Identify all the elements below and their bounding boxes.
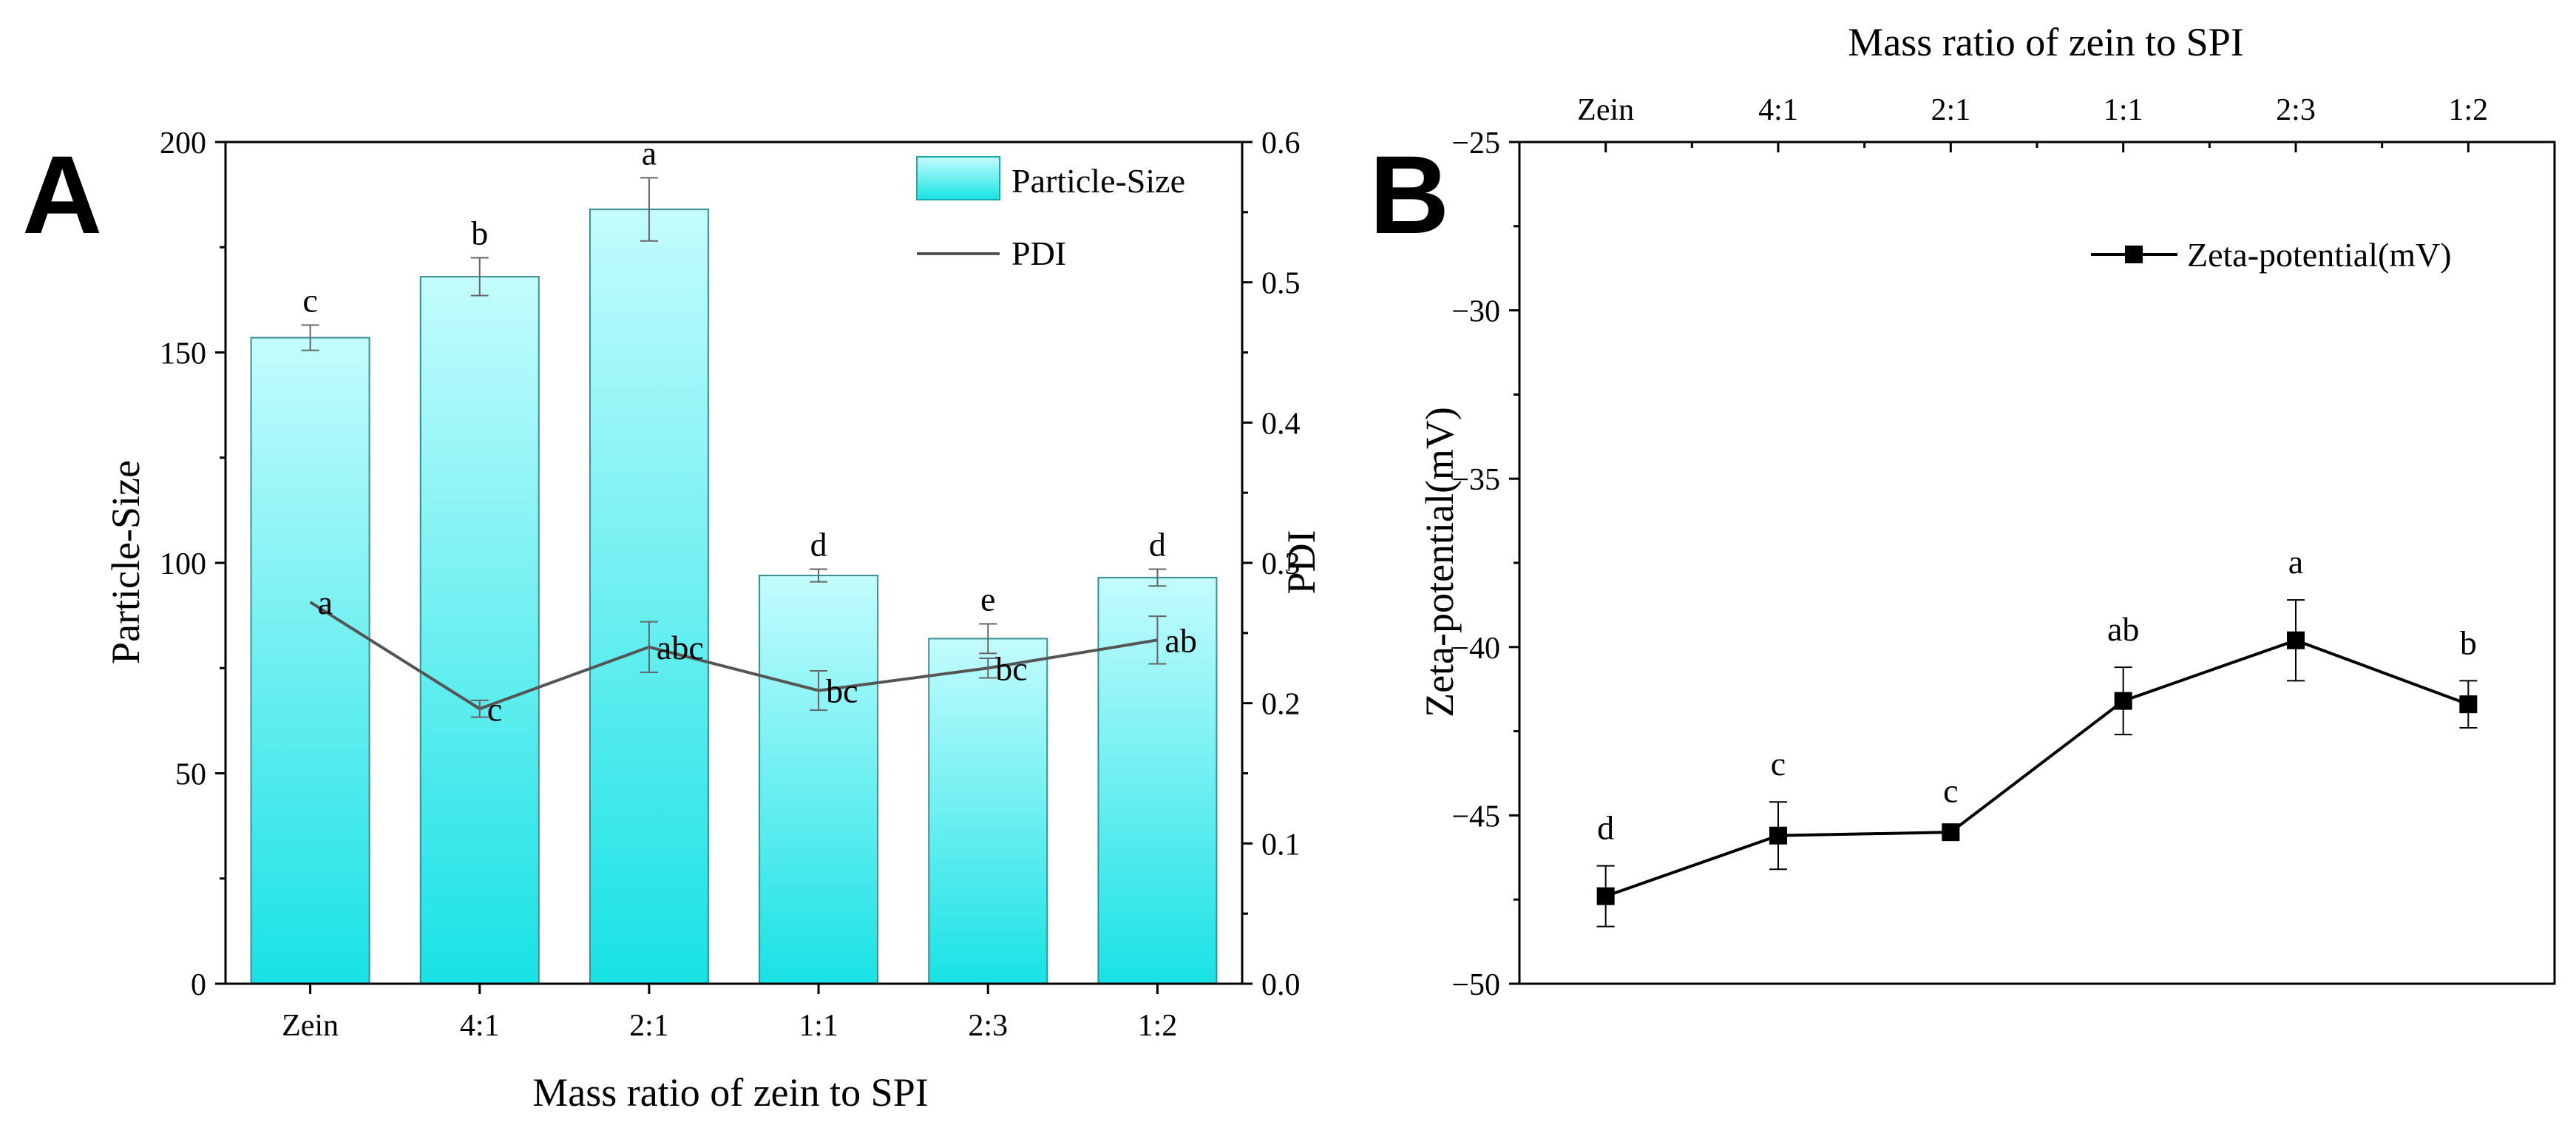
x-tick-label-6: 1:2 <box>1138 1009 1178 1043</box>
zeta-x-tick-label-1: Zein <box>1577 93 1634 127</box>
legend-bar-label: Particle-Size <box>1011 162 1185 200</box>
x-tick-label-5: 2:3 <box>968 1009 1008 1043</box>
panel-b-letter: B <box>1369 132 1449 257</box>
legend-zeta-label: Zeta-potential(mV) <box>2187 236 2452 274</box>
pdi-line <box>309 601 1158 711</box>
particle-size-letter-5: e <box>980 581 995 618</box>
left-tick-label-5: 200 <box>160 126 206 161</box>
legend-line-label: PDI <box>1011 234 1066 272</box>
particle-size-bar-4 <box>759 575 879 984</box>
zeta-letter-6: b <box>2460 624 2477 661</box>
right-tick-label-7: 0.6 <box>1261 126 1301 161</box>
particle-size-letter-1: c <box>302 282 317 320</box>
x-tick-label-4: 1:1 <box>799 1009 838 1043</box>
zeta-letter-1: d <box>1597 809 1614 847</box>
pdi-axis-title: PDI <box>1279 530 1323 594</box>
right-tick-label-6: 0.5 <box>1261 267 1301 301</box>
panel-a-letter: A <box>22 132 102 257</box>
particle-size-letter-3: a <box>642 134 657 172</box>
panel-a-plot-frame <box>224 141 1244 985</box>
zeta-y-tick-label-6: −25 <box>1451 126 1500 161</box>
right-tick-label-4: 0.3 <box>1261 547 1301 581</box>
particle-size-letter-4: d <box>810 526 827 564</box>
zeta-y-tick-label-4: −35 <box>1451 463 1500 497</box>
left-tick-label-1: 0 <box>191 968 206 1002</box>
particle-size-error-bars <box>301 177 1167 655</box>
particle-size-letter-2: b <box>471 214 488 251</box>
particle-size-bar-1 <box>250 337 370 984</box>
particle-size-axis-title: Particle-Size <box>104 460 148 664</box>
particle-size-bar-3 <box>589 209 709 984</box>
pdi-letter-1: a <box>318 584 333 621</box>
panel-b-legend: Zeta-potential(mV) <box>2091 236 2452 274</box>
right-tick-label-5: 0.4 <box>1261 407 1301 441</box>
particle-size-bar-2 <box>419 276 540 984</box>
pdi-letter-2: c <box>487 690 502 728</box>
zeta-letter-5: a <box>2288 543 2303 581</box>
zeta-x-tick-label-4: 1:1 <box>2104 93 2143 127</box>
pdi-letter-5: bc <box>995 649 1027 687</box>
zeta-letter-2: c <box>1771 745 1786 783</box>
panel-a: A Particle-Size PDI Mass ratio of zein t… <box>22 126 1323 1115</box>
zeta-y-tick-label-1: −50 <box>1451 968 1500 1002</box>
zeta-y-tick-label-2: −45 <box>1451 800 1500 834</box>
zeta-letter-3: c <box>1943 772 1958 810</box>
right-tick-label-3: 0.2 <box>1261 688 1301 722</box>
zeta-point-5 <box>2287 631 2305 649</box>
zeta-point-6 <box>2459 695 2478 714</box>
particle-size-bar-5 <box>928 638 1048 984</box>
left-tick-label-3: 100 <box>160 547 206 581</box>
zeta-point-3 <box>1942 823 1960 842</box>
zeta-y-tick-label-5: −30 <box>1451 295 1500 329</box>
zeta-x-tick-label-6: 1:2 <box>2448 93 2488 127</box>
pdi-letter-3: abc <box>657 629 704 666</box>
panel-b-axes: −50 −45 −40 −35 −30 −25 Zein 4:1 2:1 1:1 2:3 1:2 <box>1451 93 2556 1002</box>
particle-size-bars <box>250 209 1218 984</box>
legend-zeta-swatch-marker <box>2125 246 2143 263</box>
panel-a-axes: 0 50 100 150 200 0.0 0.1 0.2 0.3 0.4 0.5 0.6 Zein 4:1… <box>160 126 1301 1043</box>
right-tick-label-2: 0.1 <box>1261 828 1301 862</box>
right-tick-label-1: 0.0 <box>1261 968 1301 1002</box>
panel-a-legend: Particle-Size PDI <box>916 156 1185 272</box>
zeta-y-tick-label-3: −40 <box>1451 632 1500 666</box>
zeta-axis-title: Zeta-potential(mV) <box>1417 407 1462 717</box>
pdi-letter-4: bc <box>826 672 858 710</box>
particle-size-significance-letters: c b a d e d <box>302 134 1166 618</box>
zeta-x-tick-label-5: 2:3 <box>2276 93 2316 127</box>
panel-b: B Mass ratio of zein to SPI Zeta-potenti… <box>1369 20 2556 1002</box>
x-tick-label-2: 4:1 <box>460 1009 500 1043</box>
zeta-point-4 <box>2114 692 2132 710</box>
pdi-series: a c abc bc bc ab <box>309 584 1197 728</box>
zeta-letter-4: ab <box>2107 610 2139 648</box>
zeta-x-tick-label-2: 4:1 <box>1758 93 1798 127</box>
left-tick-label-2: 50 <box>175 758 206 792</box>
x-tick-label-3: 2:1 <box>629 1009 669 1043</box>
legend-bar-swatch <box>916 156 1000 200</box>
zeta-point-1 <box>1596 887 1615 905</box>
panel-b-x-axis-title: Mass ratio of zein to SPI <box>1848 20 2243 64</box>
zeta-x-tick-label-3: 2:1 <box>1931 93 1970 127</box>
pdi-letter-6: ab <box>1165 621 1196 659</box>
panel-a-x-axis-title: Mass ratio of zein to SPI <box>532 1070 928 1115</box>
left-tick-label-4: 150 <box>160 337 206 371</box>
particle-size-letter-6: d <box>1149 526 1166 564</box>
zeta-line <box>1605 638 2470 898</box>
x-tick-label-1: Zein <box>282 1009 339 1043</box>
zeta-point-2 <box>1769 826 1787 845</box>
